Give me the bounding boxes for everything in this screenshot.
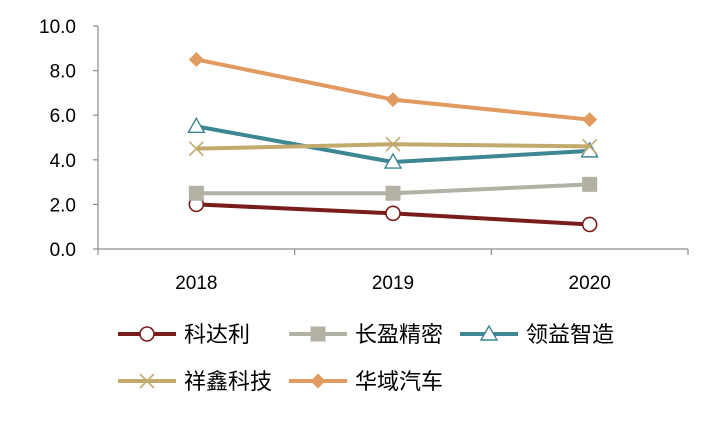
data-point <box>383 152 403 169</box>
data-point <box>188 51 204 67</box>
data-point <box>385 92 401 108</box>
x-tick-label: 2018 <box>175 273 217 294</box>
legend-item: 华域汽车 <box>289 369 443 394</box>
legend-item: 祥鑫科技 <box>118 369 272 394</box>
y-tick-label: 6.0 <box>50 106 76 127</box>
series-0 <box>188 196 598 233</box>
series-4 <box>188 51 598 128</box>
y-tick-label: 2.0 <box>50 195 76 216</box>
data-point <box>582 112 598 128</box>
legend-label: 长盈精密 <box>355 322 443 347</box>
legend-item: 长盈精密 <box>289 322 443 347</box>
data-point <box>188 185 204 201</box>
data-point <box>582 138 598 154</box>
data-point <box>581 216 598 233</box>
legend-marker <box>479 324 499 341</box>
legend-label: 祥鑫科技 <box>184 369 272 394</box>
data-point <box>188 141 204 157</box>
y-tick-label: 4.0 <box>50 151 76 172</box>
legend-marker <box>310 326 326 342</box>
data-point <box>385 205 401 222</box>
y-tick-label: 8.0 <box>50 62 76 83</box>
series-line <box>195 57 590 122</box>
legend-label: 科达利 <box>184 322 250 347</box>
data-point <box>385 136 401 152</box>
legend-label: 领益智造 <box>526 322 614 347</box>
y-tick-label: 0.0 <box>50 240 76 261</box>
legend-marker <box>139 326 155 342</box>
x-tick-label: 2020 <box>569 273 611 294</box>
data-point <box>385 185 401 201</box>
x-tick-label: 2019 <box>372 273 414 294</box>
data-point <box>582 176 598 192</box>
series-3 <box>188 136 598 157</box>
legend-label: 华域汽车 <box>355 369 443 394</box>
chart-axes: 0.0 2.0 4.0 6.0 8.0 10.0 2018 2019 2020 <box>39 17 689 294</box>
legend-marker <box>139 373 155 389</box>
data-point <box>187 116 206 134</box>
legend-item: 科达利 <box>118 322 250 347</box>
legend-item: 领益智造 <box>460 322 614 347</box>
series-1 <box>188 176 598 201</box>
y-tick-label: 10.0 <box>39 17 76 38</box>
legend-marker <box>310 373 326 389</box>
chart-series <box>187 51 599 233</box>
